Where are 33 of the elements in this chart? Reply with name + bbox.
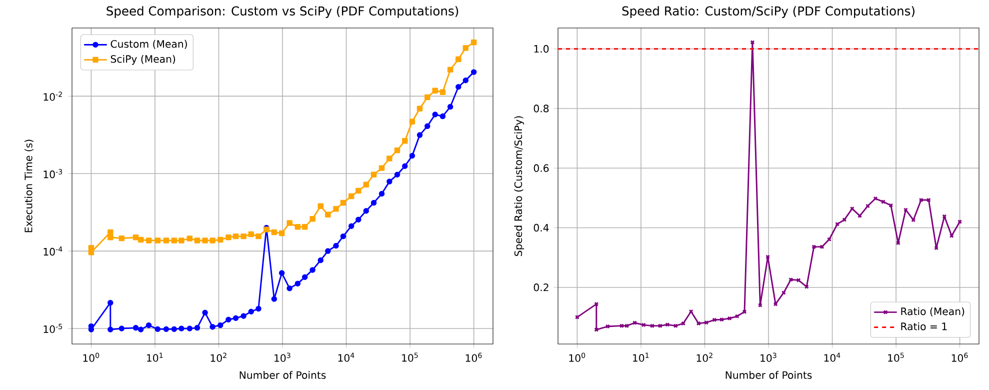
x-tick-label: 10$^{0}$	[569, 352, 586, 362]
chart-title: Speed Comparison: Custom vs SciPy (PDF Computations)	[106, 6, 458, 18]
y-axis-title: Execution Time (s)	[24, 140, 34, 232]
x-tick-label: 10$^{1}$	[147, 352, 163, 362]
x-tick-label: 10$^{0}$	[83, 352, 100, 362]
y-tick-label: 0.4	[534, 224, 549, 232]
chart-title: Speed Ratio: Custom/SciPy (PDF Computations)	[622, 6, 914, 18]
x-tick-label: 10$^{3}$	[274, 352, 290, 362]
legend-label: Ratio (Mean)	[901, 307, 964, 316]
legend-label: Custom (Mean)	[110, 40, 187, 49]
x-tick-label: 10$^{2}$	[696, 352, 712, 362]
y-tick-label: 0.6	[534, 164, 549, 172]
y-tick-label: 0.2	[534, 284, 548, 292]
x-tick-label: 10$^{3}$	[760, 352, 776, 362]
legend-label: Ratio = 1	[901, 322, 947, 330]
x-tick-label: 10$^{4}$	[338, 352, 354, 362]
x-tick-label: 10$^{5}$	[888, 352, 904, 362]
x-tick-label: 10$^{1}$	[633, 352, 649, 362]
y-tick-label: 10$^{-5}$	[44, 324, 62, 334]
legend-label: SciPy (Mean)	[110, 54, 176, 65]
x-axis-title: Number of Points	[240, 371, 326, 379]
x-tick-label: 10$^{6}$	[466, 352, 482, 362]
x-tick-label: 10$^{6}$	[952, 352, 968, 362]
x-tick-label: 10$^{2}$	[210, 352, 226, 362]
x-tick-label: 10$^{5}$	[402, 352, 418, 362]
y-tick-label: 0.8	[534, 104, 549, 112]
y-tick-label: 10$^{-2}$	[44, 92, 62, 101]
x-tick-label: 10$^{4}$	[824, 352, 840, 362]
y-tick-label: 10$^{-4}$	[44, 246, 62, 256]
y-tick-label: 1.0	[534, 45, 549, 53]
y-tick-label: 10$^{-3}$	[44, 169, 62, 178]
y-axis-title: Speed Ratio (Custom/SciPy)	[514, 116, 524, 256]
x-axis-title: Number of Points	[726, 371, 812, 379]
